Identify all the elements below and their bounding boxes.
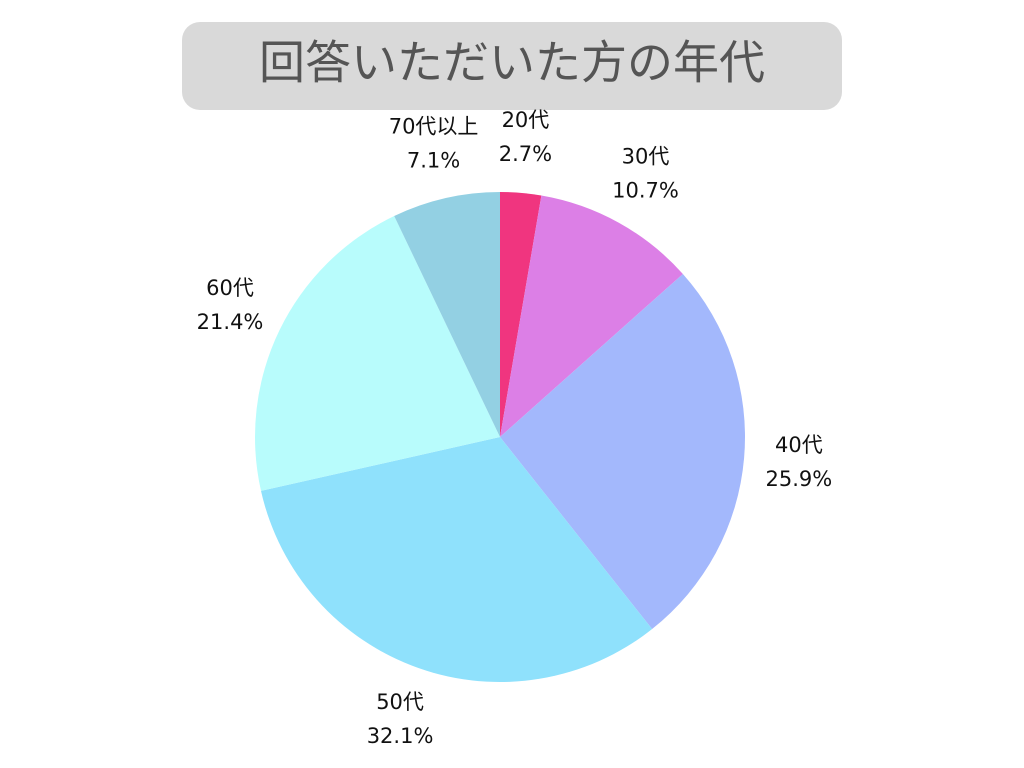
pie-slice [255,216,500,491]
slice-category-label: 20代 [502,108,550,132]
slice-value-label: 21.4% [197,310,264,334]
slice-value-label: 7.1% [407,148,460,172]
chart-title: 回答いただいた方の年代 [259,36,765,90]
pie-slice [500,195,683,437]
slice-value-label: 25.9% [766,467,833,491]
slice-value-label: 32.1% [367,724,434,748]
slice-category-label: 60代 [206,276,254,300]
slice-category-label: 50代 [376,690,424,714]
slice-category-label: 70代以上 [389,114,479,138]
title-box [182,22,842,110]
slice-value-label: 2.7% [499,142,552,166]
pie-slice [500,192,542,437]
slice-value-label: 10.7% [612,179,679,203]
slice-category-label: 40代 [775,433,823,457]
slice-category-label: 30代 [622,145,670,169]
pie-slice [394,192,500,437]
pie-slice [500,273,746,630]
pie-slice [260,437,653,683]
